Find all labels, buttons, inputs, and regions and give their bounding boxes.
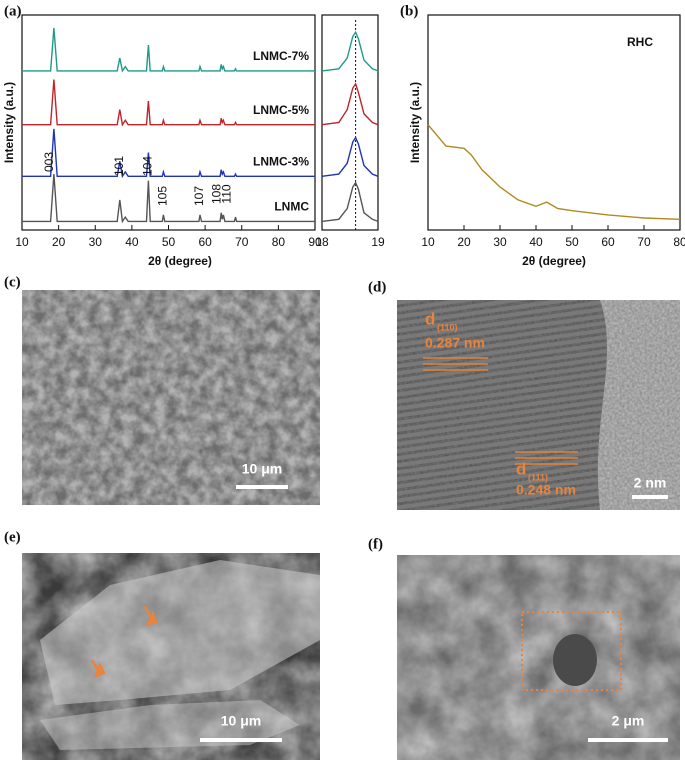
arrows (90, 605, 158, 679)
x-tick-label: 70 (235, 235, 249, 249)
panel-label: (c) (4, 274, 21, 290)
series-line (321, 82, 379, 126)
d-spacing-index: (110) (437, 322, 458, 332)
d-spacing-symbol: d (516, 459, 526, 478)
annotation: RHC (627, 35, 653, 49)
x-tick-label: 50 (565, 235, 579, 249)
series-line (321, 30, 379, 72)
sem-texture (22, 290, 320, 505)
x-tick-label: 70 (637, 235, 651, 249)
x-tick-label: 90 (308, 235, 322, 249)
x-tick-label: 18 (315, 235, 329, 249)
x-axis-label: 2θ (degree) (148, 254, 212, 268)
panel-label: (d) (368, 279, 386, 295)
highlight-box (521, 611, 622, 691)
peak-label: 108 (209, 184, 223, 204)
series-line (427, 124, 681, 220)
series-label: LNMC-3% (253, 154, 309, 168)
d-spacing-symbol: d (425, 309, 435, 328)
x-tick-label: 40 (125, 235, 139, 249)
x-tick-label: 60 (198, 235, 212, 249)
x-tick-label: 30 (493, 235, 507, 249)
series-label: LNMC-5% (253, 103, 309, 117)
series-label: LNMC (274, 200, 309, 214)
x-tick-label: 10 (421, 235, 435, 249)
panel-label: (f) (368, 536, 383, 552)
peak-label: 105 (156, 186, 170, 206)
void (553, 634, 597, 686)
peak-label: 107 (192, 186, 206, 206)
plot-frame (427, 14, 681, 231)
scale-label: 2 nm (634, 475, 667, 491)
peak-label: 110 (220, 184, 234, 203)
x-axis-label: 2θ (degree) (522, 254, 586, 268)
x-tick-label: 30 (89, 235, 103, 249)
x-tick-label: 60 (601, 235, 615, 249)
y-axis-label: Intensity (a.u.) (2, 82, 16, 163)
scale-label: 10 μm (221, 713, 261, 729)
x-tick-label: 80 (272, 235, 286, 249)
peak-label: 003 (42, 152, 56, 172)
panel-label: (b) (400, 3, 418, 19)
peak-label: 104 (141, 156, 155, 176)
fringe-markers (423, 357, 578, 465)
series-line (321, 181, 379, 223)
series-label: LNMC-7% (253, 49, 309, 63)
series-line (321, 136, 379, 177)
series-line (22, 128, 315, 179)
y-axis-label: Intensity (a.u.) (408, 82, 422, 163)
series-line (22, 174, 315, 224)
d-spacing-index: (111) (528, 472, 548, 482)
x-tick-label: 10 (15, 235, 29, 249)
d-spacing-value: 0.248 nm (516, 482, 576, 498)
series-line (22, 27, 315, 73)
scale-label: 10 μm (242, 461, 282, 477)
x-tick-label: 50 (162, 235, 176, 249)
series-line (22, 79, 315, 127)
tem-texture (397, 300, 680, 510)
x-tick-label: 19 (371, 235, 385, 249)
x-tick-label: 40 (529, 235, 543, 249)
sem-texture (22, 553, 320, 760)
d-spacing-value: 0.287 nm (425, 335, 485, 351)
sem-texture (397, 555, 680, 760)
x-tick-label: 20 (457, 235, 471, 249)
peak-label: 101 (112, 156, 126, 176)
panel-label: (a) (4, 3, 22, 19)
panel-label: (e) (4, 529, 21, 545)
plot-frame (321, 14, 379, 231)
x-tick-label: 80 (673, 235, 685, 249)
x-tick-label: 20 (52, 235, 66, 249)
scale-label: 2 μm (612, 713, 645, 729)
